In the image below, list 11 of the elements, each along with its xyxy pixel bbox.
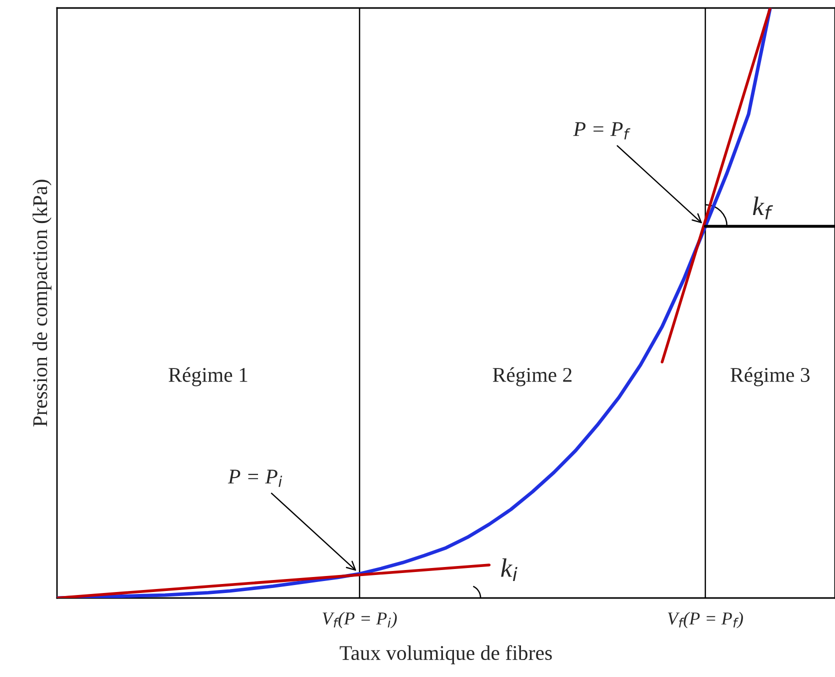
annotation: P = P$_{i}$	[228, 470, 282, 487]
x-tick-label: V$_{f}$(P = P$_{f}$)	[668, 612, 743, 628]
x-tick-label: V$_{f}$(P = P$_{i}$)	[322, 612, 397, 628]
annotation: Régime 1	[168, 367, 248, 386]
x-axis-title: Taux volumique de fibres	[340, 645, 552, 664]
annotation: k$_{i}$	[501, 558, 518, 582]
annotation: Régime 3	[730, 367, 810, 386]
annotation: k$_{f}$	[752, 196, 773, 220]
annotation: Régime 2	[492, 367, 572, 386]
y-axis-title: Pression de compaction (kPa)	[32, 180, 52, 427]
annotation: P = P$_{f}$	[573, 122, 630, 140]
